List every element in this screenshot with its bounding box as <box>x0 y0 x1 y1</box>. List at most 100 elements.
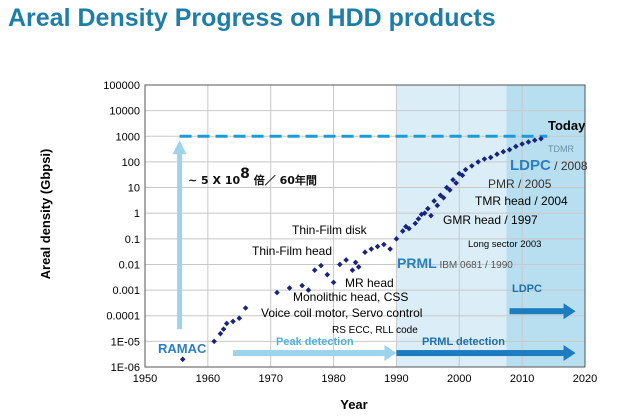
annotation-ldpc-label: LDPC <box>510 157 551 174</box>
annotation-tdmr: TDMR <box>548 144 574 154</box>
label-peak-detection: Peak detection <box>276 336 354 348</box>
data-point <box>440 194 447 201</box>
data-point <box>456 170 463 177</box>
data-point <box>431 198 437 204</box>
annotation-gmr: GMR head / 1997 <box>443 213 538 227</box>
data-point <box>381 241 387 248</box>
data-point <box>318 262 324 269</box>
annotation-tmr: TMR head / 2004 <box>475 194 568 208</box>
data-point <box>462 166 469 173</box>
x-tick-label: 1990 <box>384 373 408 385</box>
x-tick-label: 2020 <box>573 373 597 385</box>
data-point <box>450 177 456 183</box>
y-tick-label: 10000 <box>109 106 140 118</box>
plot-frame <box>144 84 586 368</box>
data-point <box>475 159 481 165</box>
annotation-growth-suffix: 倍／ 60年間 <box>250 173 317 187</box>
data-point <box>531 137 538 144</box>
x-tick-label: 1980 <box>321 373 345 385</box>
annotation-today: Today <box>548 118 586 133</box>
y-tick-label: 10 <box>128 183 140 195</box>
annotation-long-sector: Long sector 2003 <box>468 239 541 250</box>
y-tick-label: 1E-05 <box>111 336 140 348</box>
peak-detection-arrow-head <box>384 345 397 362</box>
y-tick-label: 0.0001 <box>106 311 140 323</box>
x-tick-label: 2010 <box>510 373 534 385</box>
chart-title: Areal Density Progress on HDD products <box>8 4 496 32</box>
ldpc-era-band <box>506 85 585 367</box>
annotation-monolithic: Monolithic head, CSS <box>293 290 408 304</box>
data-point <box>421 210 428 216</box>
data-point <box>217 330 224 337</box>
prml-detection-arrow-shaft <box>396 350 566 357</box>
data-point <box>453 180 459 186</box>
x-tick-label: 1960 <box>196 373 220 385</box>
ldpc-arrow-shaft <box>509 308 566 315</box>
x-tick-label: 2000 <box>447 373 471 385</box>
y-tick-label: 1000 <box>116 131 140 143</box>
ldpc-arrow-head <box>563 303 576 320</box>
data-point <box>179 356 186 363</box>
data-point <box>434 202 441 209</box>
annotation-thin-film-disk: Thin-Film disk <box>292 223 368 237</box>
label-ldpc-band: LDPC <box>512 283 542 295</box>
y-tick-label: 100 <box>122 157 140 169</box>
data-point <box>459 172 466 179</box>
data-point <box>305 287 312 293</box>
annotation-thin-film-head: Thin-Film head <box>252 244 332 258</box>
y-tick-label: 0.01 <box>119 259 140 271</box>
data-point <box>211 338 217 345</box>
data-point <box>469 163 475 169</box>
annotation-ldpc: LDPC / 2008 <box>510 157 588 174</box>
y-tick-label: 0.1 <box>125 234 140 246</box>
data-point <box>343 257 349 263</box>
data-point <box>355 264 362 270</box>
y-tick-label: 0.001 <box>112 285 140 297</box>
y-tick-labels: 1E-06 1E-05 0.0001 0.001 0.01 0.1 1 10 100 1000 10… <box>103 80 140 374</box>
annotation-mr-head: MR head <box>345 276 394 290</box>
data-point <box>538 135 544 142</box>
data-point <box>230 318 236 325</box>
peak-detection-arrow-shaft <box>233 350 387 357</box>
data-point <box>487 154 494 161</box>
x-axis-label: Year <box>340 397 367 412</box>
data-point <box>437 192 444 199</box>
growth-arrow-head <box>172 140 187 155</box>
annotation-prml: PRML IBM 0681 / 1990 <box>397 255 513 271</box>
x-tick-label: 1970 <box>258 373 282 385</box>
y-tick-label: 1 <box>134 208 140 220</box>
data-point <box>506 146 513 153</box>
data-point <box>513 143 519 150</box>
data-point <box>406 225 412 232</box>
data-point <box>299 282 305 289</box>
data-point <box>349 267 356 273</box>
data-point <box>337 261 343 268</box>
data-point <box>425 205 431 212</box>
data-point <box>428 212 434 219</box>
y-tick-label: 1E-06 <box>111 362 140 374</box>
annotation-growth-exp: 8 <box>240 166 250 182</box>
data-point <box>311 267 318 273</box>
data-point <box>324 271 331 278</box>
data-point <box>223 320 230 327</box>
data-point <box>330 279 337 286</box>
data-point <box>286 285 293 291</box>
data-point <box>443 184 450 191</box>
data-point <box>242 305 249 311</box>
data-point <box>399 228 406 234</box>
growth-arrow-shaft <box>177 149 183 330</box>
data-point <box>374 243 381 250</box>
x-tick-labels: 1950 1960 1970 1980 1990 2000 2010 2020 <box>133 373 597 385</box>
data-point <box>525 139 532 145</box>
data-point <box>481 156 488 162</box>
data-point <box>494 151 500 157</box>
annotation-ramac: RAMAC <box>158 341 207 356</box>
x-tick-label: 1950 <box>133 373 157 385</box>
annotation-growth-prefix: ~ 5 X 10 <box>188 174 240 187</box>
data-point <box>500 148 507 155</box>
data-point <box>387 246 393 252</box>
data-point <box>362 249 368 256</box>
data-points <box>179 135 544 363</box>
label-prml-detection: PRML detection <box>422 336 505 348</box>
data-point <box>447 187 453 193</box>
